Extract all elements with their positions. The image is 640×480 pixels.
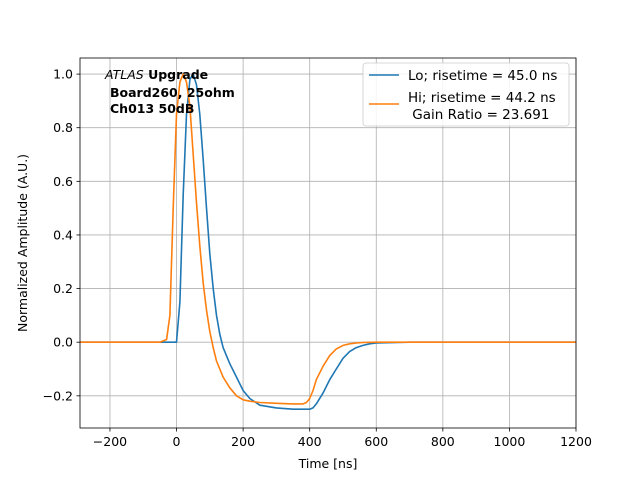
legend-box xyxy=(362,62,570,127)
x-tick-label: 200 xyxy=(231,434,255,449)
y-tick-label: 1.0 xyxy=(53,67,73,82)
annotation-line2: Board260, 25ohm xyxy=(110,85,235,100)
legend-label-lo: Lo; risetime = 45.0 ns xyxy=(408,68,557,84)
legend-label-gain-ratio: Gain Ratio = 23.691 xyxy=(408,107,549,123)
x-tick-label: 1200 xyxy=(560,434,592,449)
legend-label-hi: Hi; risetime = 44.2 ns xyxy=(408,90,556,106)
y-tick-label: 0.2 xyxy=(53,281,73,296)
series-line-hi xyxy=(80,73,576,405)
y-axis: −0.2 0.0 0.2 0.4 0.6 0.8 1.0 xyxy=(43,67,80,403)
y-tick-label: 0.6 xyxy=(53,174,73,189)
x-tick-label: 1000 xyxy=(494,434,526,449)
plot-frame xyxy=(79,57,577,429)
x-tick-label: −200 xyxy=(93,434,127,449)
x-tick-label: 0 xyxy=(173,434,181,449)
x-tick-label: 800 xyxy=(431,434,455,449)
x-axis: −200 0 200 400 600 800 1000 1200 xyxy=(93,428,592,449)
legend: Lo; risetime = 45.0 ns Hi; risetime = 44… xyxy=(362,62,570,127)
annotation: ATLAS Upgrade Board260, 25ohm Ch013 50dB xyxy=(104,67,235,116)
annotation-line3: Ch013 50dB xyxy=(110,101,194,116)
series-line-lo xyxy=(80,73,576,411)
series-lines xyxy=(80,73,576,411)
y-tick-label: 0.0 xyxy=(53,335,73,350)
x-tick-label: 400 xyxy=(298,434,322,449)
x-axis-label: Time [ns] xyxy=(298,456,358,471)
annotation-line1: ATLAS Upgrade xyxy=(104,67,208,82)
annotation-atlas: ATLAS xyxy=(104,67,144,82)
y-tick-label: −0.2 xyxy=(43,388,73,403)
y-tick-label: 0.4 xyxy=(53,227,73,242)
y-tick-label: 0.8 xyxy=(53,120,73,135)
y-axis-label: Normalized Amplitude (A.U.) xyxy=(15,154,30,332)
annotation-upgrade: Upgrade xyxy=(144,67,208,82)
x-tick-label: 600 xyxy=(364,434,388,449)
